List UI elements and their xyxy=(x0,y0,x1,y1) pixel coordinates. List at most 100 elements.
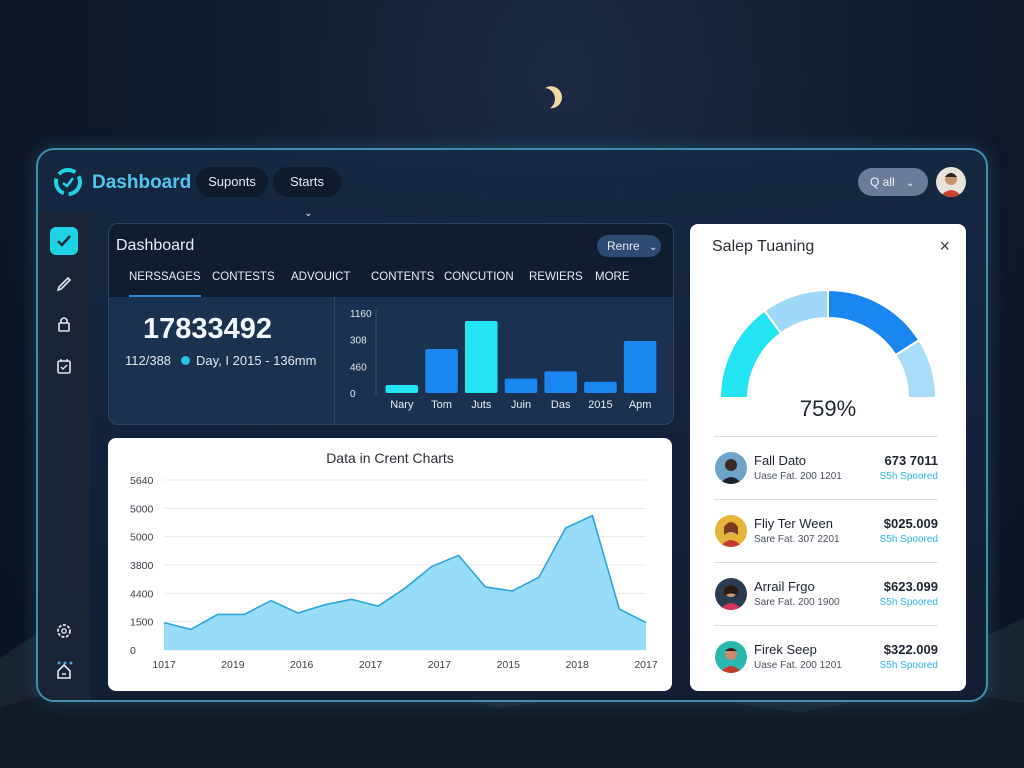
person-tag: S5h Spoored xyxy=(879,660,938,671)
dashboard-panel: Dashboard Renre ⌄ NERSSAGES CONTESTS ADV… xyxy=(108,223,674,425)
y-tick-label: 5000 xyxy=(130,503,154,515)
list-item[interactable]: Firek Seep Uase Fat. 200 1201 $322.009 S… xyxy=(714,625,938,688)
renre-dropdown[interactable]: Renre ⌄ xyxy=(597,235,661,257)
x-tick-label: 2016 xyxy=(290,659,314,671)
bar[interactable] xyxy=(425,349,458,393)
x-tick-label: 2015 xyxy=(497,659,521,671)
x-tick-label: Nary xyxy=(390,399,414,411)
tab-concution[interactable]: CONCUTION xyxy=(444,271,514,283)
avatar xyxy=(715,641,747,673)
tab-nerssages[interactable]: NERSSAGES xyxy=(129,271,201,297)
gauge-segment xyxy=(827,288,921,357)
y-tick-label: 5000 xyxy=(130,532,154,544)
x-tick-label: Tom xyxy=(431,399,452,411)
x-tick-label: Apm xyxy=(629,399,652,411)
x-tick-label: 2017 xyxy=(428,659,452,671)
right-panel-title: Salep Tuaning xyxy=(712,238,815,255)
bar[interactable] xyxy=(385,385,419,393)
tab-advouict[interactable]: ADVOUICT xyxy=(291,271,351,283)
big-number: 17833492 xyxy=(143,313,273,345)
app-window: Dashboard Suponts Starts ⌄ Q all ⌄ xyxy=(36,148,988,702)
y-tick-label: 4400 xyxy=(130,588,154,600)
list-item[interactable]: Arrail Frgo Sare Fat. 200 1900 $623.099 … xyxy=(714,562,938,625)
bar[interactable] xyxy=(584,381,617,393)
status-dot xyxy=(181,356,191,365)
gauge-value: 759% xyxy=(799,396,857,421)
app-title: Dashboard xyxy=(92,172,192,193)
person-detail: Uase Fat. 200 1201 xyxy=(754,660,842,671)
person-name: Fall Dato xyxy=(754,453,807,468)
sub-stat-left: 112/388 xyxy=(125,353,172,368)
sidebar-item-check[interactable] xyxy=(50,227,78,255)
top-bar: Dashboard Suponts Starts ⌄ Q all ⌄ xyxy=(38,150,986,219)
gear-icon xyxy=(57,624,71,638)
x-tick-label: 2017 xyxy=(634,659,658,671)
chevron-down-icon: ⌄ xyxy=(906,178,915,189)
person-tag: S5h Spoored xyxy=(879,534,938,545)
y-tick-label: 1500 xyxy=(130,617,154,629)
area-chart: 5640 5000 5000 3800 4400 1500 0 1017 2019 2016 201… xyxy=(130,475,658,671)
person-name: Arrail Frgo xyxy=(754,579,815,594)
tab-contents[interactable]: CONTENTS xyxy=(371,271,435,283)
list-item[interactable]: Fall Dato Uase Fat. 200 1201 673 7011 S5… xyxy=(714,436,938,499)
mini-bar-chart: 1160 308 460 0 Nary Tom Juts Juin Das 2015 Apm xyxy=(350,309,657,411)
chevron-down-icon: ⌄ xyxy=(649,242,658,253)
more-dots-icon[interactable] xyxy=(57,661,73,665)
starts-label: Starts xyxy=(290,174,324,189)
tab-contests[interactable]: CONTESTS xyxy=(212,271,275,283)
sidebar-item-edit[interactable] xyxy=(50,268,78,296)
sub-stat-right: Day, I 2015 - 136mm xyxy=(196,353,317,368)
sidebar xyxy=(38,212,90,700)
people-list: Fall Dato Uase Fat. 200 1201 673 7011 S5… xyxy=(714,436,938,688)
y-tick-label: 460 xyxy=(350,362,367,373)
avatar xyxy=(715,452,747,484)
lock-icon xyxy=(58,317,70,332)
gauge-chart xyxy=(718,288,938,399)
pencil-icon xyxy=(56,276,72,292)
sidebar-item-home[interactable] xyxy=(50,657,78,685)
y-tick-label: 308 xyxy=(350,336,367,347)
stat-box: 17833492 112/388 Day, I 2015 - 136mm xyxy=(109,297,335,424)
gauge-segment xyxy=(718,309,783,399)
y-tick-label: 1160 xyxy=(350,309,372,320)
avatar xyxy=(715,578,747,610)
close-icon[interactable]: × xyxy=(939,236,950,256)
sidebar-item-lock[interactable] xyxy=(50,310,78,338)
y-tick-label: 0 xyxy=(350,389,356,400)
x-tick-label: Juts xyxy=(471,399,492,411)
sidebar-item-calendar[interactable] xyxy=(50,352,78,380)
right-panel: Salep Tuaning × 759% Fall Dato Uase Fat.… xyxy=(690,224,966,691)
dashboard-panel-title: Dashboard xyxy=(116,237,195,254)
x-tick-label: 2017 xyxy=(359,659,383,671)
y-tick-label: 0 xyxy=(130,645,136,657)
area-chart-title: Data in Crent Charts xyxy=(326,450,454,466)
moon xyxy=(530,85,558,113)
sub-stat: 112/388 Day, I 2015 - 136mm xyxy=(125,353,316,368)
bar[interactable] xyxy=(504,378,538,393)
person-name: Firek Seep xyxy=(754,642,817,657)
x-tick-label: 2015 xyxy=(588,399,612,411)
starts-dropdown[interactable]: Starts ⌄ xyxy=(273,167,341,219)
person-name: Fliy Ter Ween xyxy=(754,516,833,531)
person-detail: Sare Fat. 200 1900 xyxy=(754,597,840,608)
person-tag: S5h Spoored xyxy=(879,597,938,608)
person-amount: $025.009 xyxy=(883,516,938,531)
bar[interactable] xyxy=(544,371,577,393)
list-item[interactable]: Fliy Ter Ween Sare Fat. 307 2201 $025.00… xyxy=(714,499,938,562)
x-tick-label: 2019 xyxy=(221,659,245,671)
tab-rewiers[interactable]: REWIERS xyxy=(529,271,583,283)
suponts-button[interactable]: Suponts xyxy=(196,167,268,197)
sidebar-item-settings[interactable] xyxy=(50,617,78,645)
bar[interactable] xyxy=(465,321,498,393)
person-detail: Uase Fat. 200 1201 xyxy=(754,471,842,482)
x-tick-label: 2018 xyxy=(565,659,589,671)
person-detail: Sare Fat. 307 2201 xyxy=(754,534,840,545)
x-tick-label: 1017 xyxy=(152,659,176,671)
renre-label: Renre xyxy=(607,239,640,253)
user-avatar[interactable] xyxy=(936,167,966,197)
person-amount: 673 7011 xyxy=(884,453,938,468)
tab-bar: NERSSAGES CONTESTS ADVOUICT CONTENTS CON… xyxy=(123,271,673,297)
bar[interactable] xyxy=(623,341,657,393)
tab-more[interactable]: MORE xyxy=(595,271,630,283)
search-dropdown[interactable]: Q all ⌄ xyxy=(858,168,928,196)
